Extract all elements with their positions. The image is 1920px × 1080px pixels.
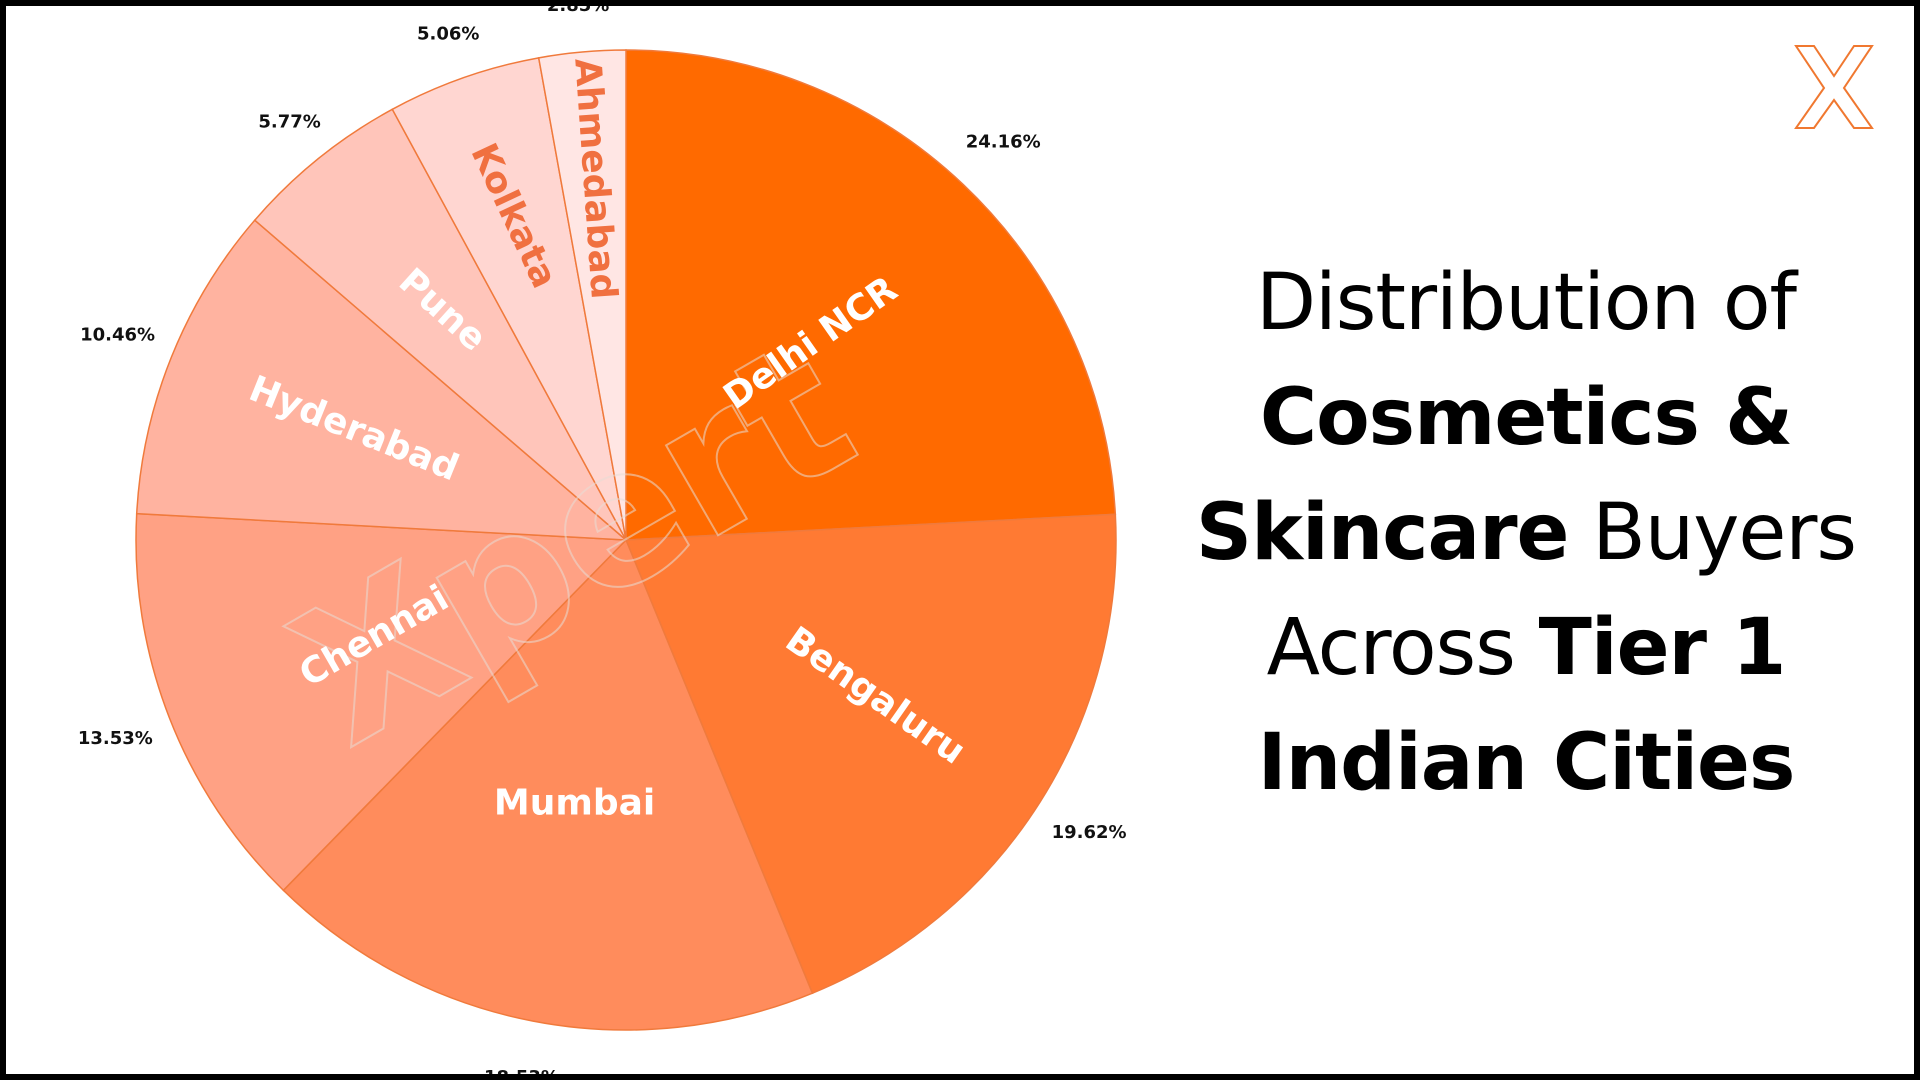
pie-slice <box>253 108 627 541</box>
title-text: Across <box>1266 603 1539 693</box>
slice-value-label: 5.06% <box>417 23 479 44</box>
pie-slice <box>625 49 1117 541</box>
title-line: Across Tier 1 <box>1166 591 1886 706</box>
slice-label: Mumbai <box>494 783 655 824</box>
slice-value-label: 18.53% <box>484 1067 559 1080</box>
x-logo-icon <box>1794 45 1874 129</box>
pie-slice <box>391 56 627 541</box>
pie-slice <box>624 513 1117 995</box>
slice-value-label: 13.53% <box>78 728 153 749</box>
pie-slice <box>537 49 627 541</box>
chart-title: Distribution of Cosmetics & Skincare Buyer… <box>1166 246 1886 821</box>
slice-value-label: 24.16% <box>966 131 1041 152</box>
slice-value-label: 5.77% <box>258 112 320 133</box>
title-line: Skincare Buyers <box>1166 476 1886 591</box>
pie-slice <box>135 512 628 892</box>
slice-value-label: 19.62% <box>1052 822 1127 843</box>
pie-slice <box>282 538 814 1031</box>
title-line: Indian Cities <box>1166 706 1886 821</box>
slice-value-label: 10.46% <box>80 325 155 346</box>
title-text: Indian Cities <box>1257 718 1796 808</box>
title-line: Distribution of <box>1166 246 1886 361</box>
slice-value-label: 2.85% <box>547 6 609 16</box>
title-text: Buyers <box>1568 488 1857 578</box>
title-text: Tier 1 <box>1538 603 1787 693</box>
title-text: Distribution of <box>1255 258 1797 348</box>
title-line: Cosmetics & <box>1166 361 1886 476</box>
title-text: Cosmetics & <box>1259 373 1793 463</box>
title-text: Skincare <box>1195 488 1570 578</box>
pie-slice <box>135 219 629 541</box>
